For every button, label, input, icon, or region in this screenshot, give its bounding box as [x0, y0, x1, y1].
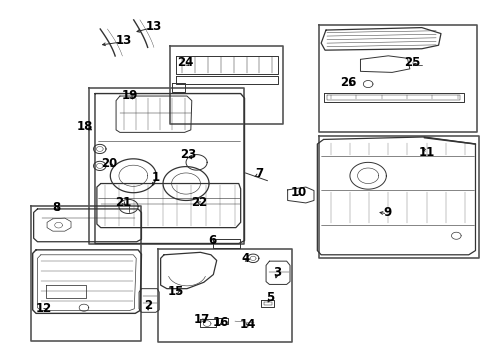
Text: 17: 17 — [193, 313, 209, 326]
Text: 7: 7 — [254, 167, 263, 180]
Text: 23: 23 — [180, 148, 196, 161]
Text: 13: 13 — [145, 20, 161, 33]
Text: 1: 1 — [151, 171, 160, 184]
Text: 14: 14 — [240, 318, 256, 331]
Text: 2: 2 — [143, 300, 151, 312]
Text: 8: 8 — [52, 201, 61, 214]
Text: 13: 13 — [115, 34, 132, 47]
Text: 18: 18 — [76, 120, 92, 132]
Text: 16: 16 — [212, 316, 229, 329]
Text: 15: 15 — [167, 285, 183, 298]
Text: 6: 6 — [207, 234, 216, 247]
Text: 19: 19 — [121, 89, 138, 102]
Text: 11: 11 — [418, 146, 434, 159]
Text: 26: 26 — [339, 76, 355, 89]
Text: 24: 24 — [177, 56, 193, 69]
Text: 4: 4 — [241, 252, 249, 265]
Text: 9: 9 — [383, 206, 390, 219]
Text: 12: 12 — [36, 302, 52, 315]
Text: 22: 22 — [191, 196, 207, 209]
Text: 5: 5 — [265, 291, 274, 304]
Text: 20: 20 — [101, 157, 117, 170]
Text: 10: 10 — [290, 186, 306, 199]
Text: 25: 25 — [403, 57, 420, 69]
Text: 3: 3 — [272, 266, 281, 279]
Text: 21: 21 — [114, 196, 131, 209]
